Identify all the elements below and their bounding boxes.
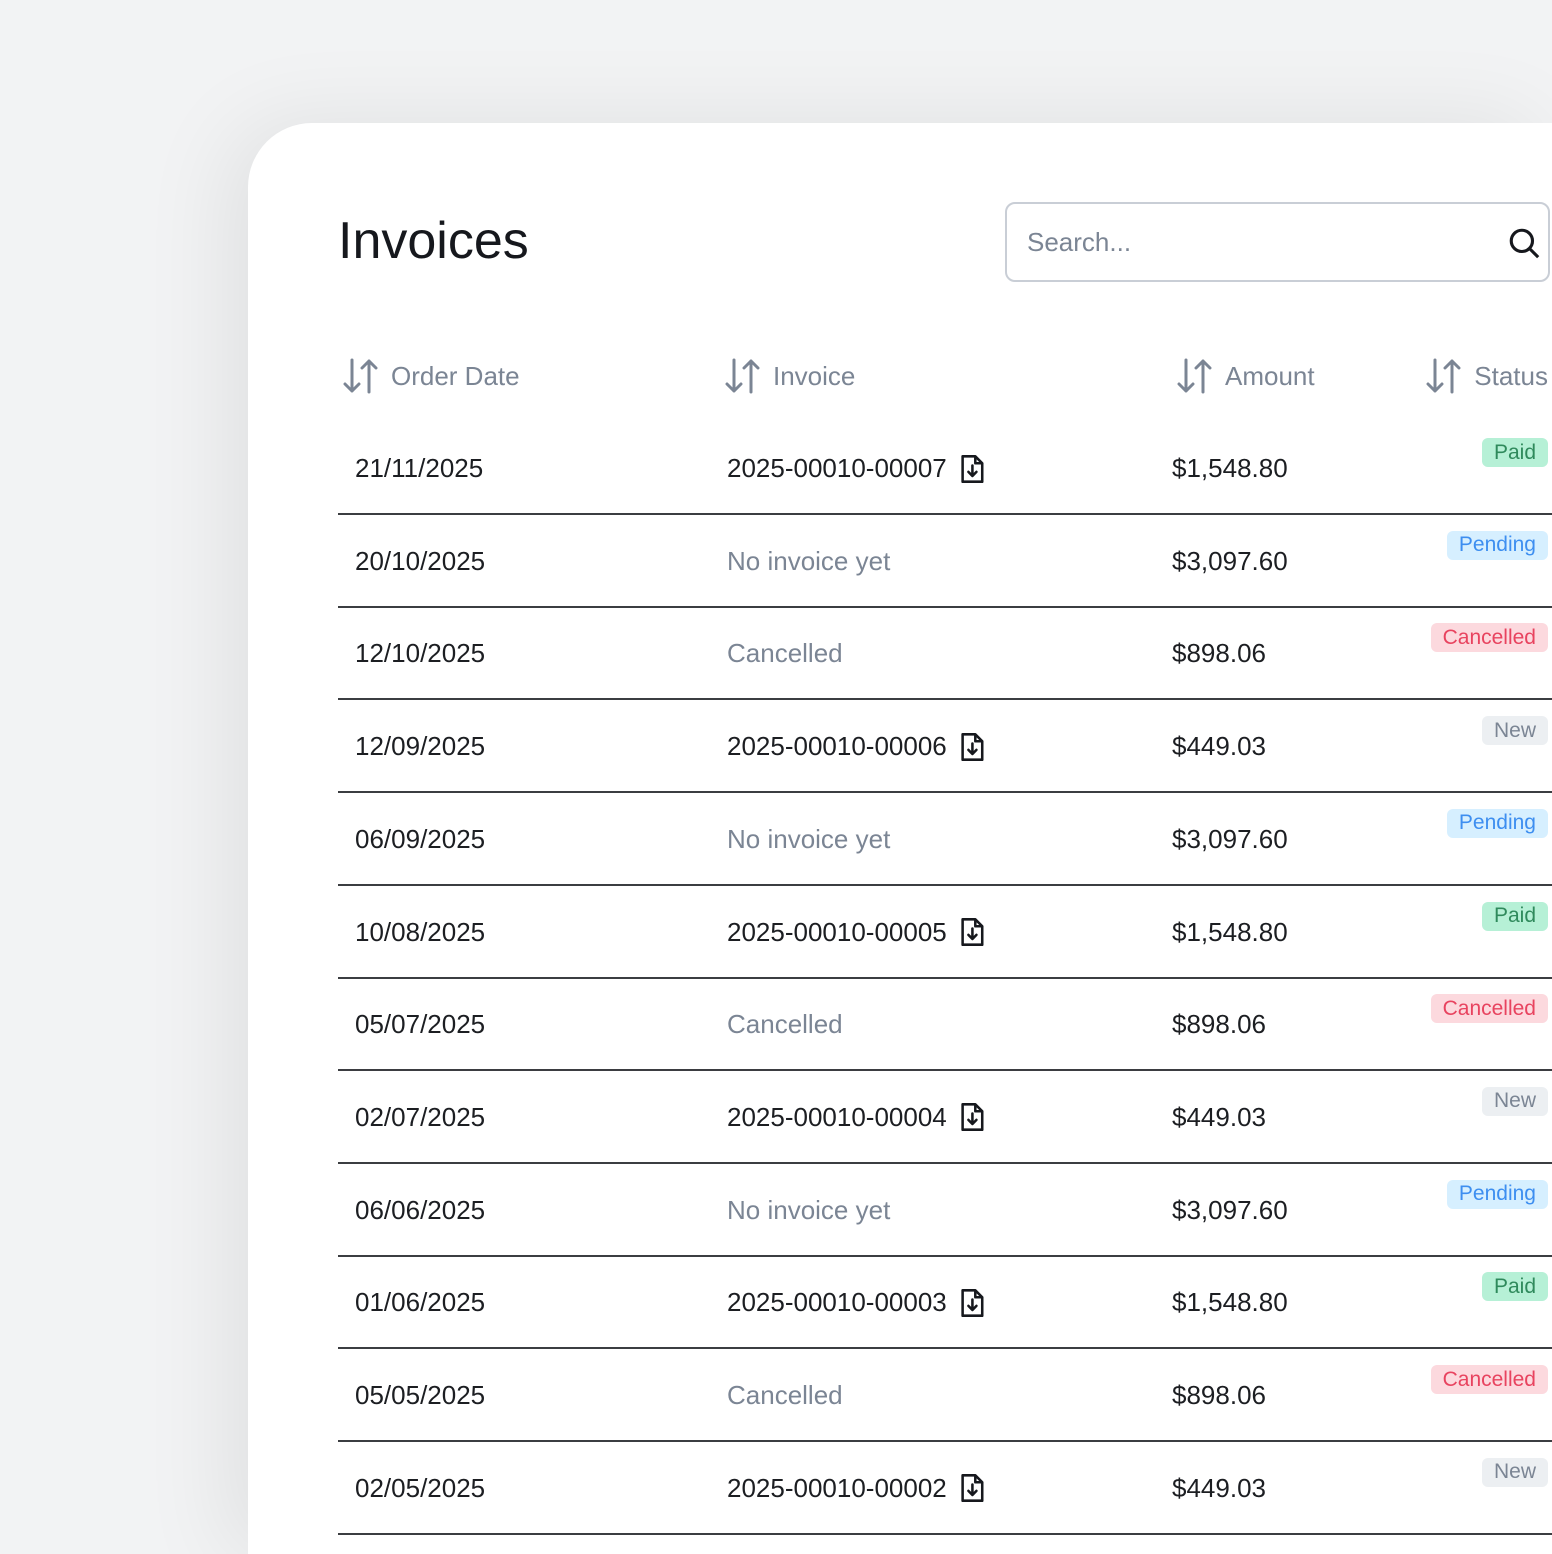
order-date: 05/07/2025 (355, 1009, 486, 1040)
status-badge: Paid (1481, 438, 1548, 467)
invoice-cell: 2025-00010-00006 (727, 700, 987, 793)
order-date: 02/05/2025 (355, 1472, 486, 1503)
status-badge: New (1481, 716, 1548, 746)
invoice-number: 2025-00010-00005 (727, 916, 947, 947)
status-badge: Paid (1481, 901, 1548, 931)
download-file-icon[interactable] (959, 1102, 987, 1132)
sort-icon (1177, 358, 1212, 394)
amount: $3,097.60 (1172, 823, 1288, 854)
status-badge: Pending (1446, 530, 1548, 560)
invoices-card: Invoices Order Date Invoice Amount Status 2… (248, 123, 1552, 1554)
order-date: 12/09/2025 (355, 731, 486, 762)
table-row: 10/08/2025 2025-00010-00005 $1,548.80 Paid (338, 886, 1552, 979)
search-input[interactable] (1027, 204, 1487, 280)
amount: $898.06 (1172, 1009, 1266, 1040)
invoice-cell: 2025-00010-00007 (727, 422, 987, 515)
sort-icon (725, 358, 760, 394)
status-badge: Cancelled (1430, 623, 1548, 653)
column-header-amount[interactable]: Amount (1177, 355, 1315, 397)
invoice-cell: 2025-00010-00003 (727, 1256, 987, 1349)
amount: $3,097.60 (1172, 545, 1288, 576)
status-badge: Pending (1446, 808, 1548, 838)
order-date: 12/10/2025 (355, 638, 486, 669)
invoice-number: 2025-00010-00004 (727, 1101, 947, 1132)
page-title: Invoices (338, 212, 529, 270)
table-row: 01/06/2025 2025-00010-00003 $1,548.80 Paid (338, 1256, 1552, 1350)
table-row: 12/09/2025 2025-00010-00006 $449.03 New (338, 700, 1552, 794)
invoice-number: Cancelled (727, 1009, 843, 1040)
amount: $3,097.60 (1172, 1194, 1288, 1225)
table-row: 05/05/2025 Cancelled $898.06 Cancelled (338, 1349, 1552, 1442)
download-file-icon[interactable] (959, 454, 987, 484)
invoice-cell: 2025-00010-00004 (727, 1071, 987, 1164)
amount: $449.03 (1172, 1101, 1266, 1132)
table-row: 06/09/2025 No invoice yet $3,097.60 Pending (338, 793, 1552, 886)
table-row: 20/10/2025 No invoice yet $3,097.60 Pending (338, 515, 1552, 608)
invoice-cell: Cancelled (727, 607, 843, 700)
invoice-cell: No invoice yet (727, 1164, 890, 1257)
sort-icon (343, 358, 378, 394)
order-date: 02/07/2025 (355, 1101, 486, 1132)
invoice-cell: No invoice yet (727, 515, 890, 608)
table-row: 02/07/2025 2025-00010-00004 $449.03 New (338, 1071, 1552, 1164)
order-date: 06/09/2025 (355, 823, 486, 854)
invoice-number: No invoice yet (727, 545, 891, 576)
amount: $898.06 (1172, 1380, 1266, 1410)
order-date: 05/05/2025 (355, 1380, 486, 1410)
order-date: 10/08/2025 (355, 916, 486, 947)
amount: $449.03 (1172, 1472, 1266, 1503)
download-file-icon[interactable] (959, 917, 987, 947)
order-date: 06/06/2025 (355, 1194, 486, 1225)
invoice-cell: No invoice yet (727, 793, 890, 886)
table-row: 21/11/2025 2025-00010-00007 $1,548.80 Paid (338, 422, 1552, 515)
status-badge: New (1481, 1457, 1548, 1487)
download-file-icon[interactable] (959, 1473, 987, 1503)
invoice-number: 2025-00010-00006 (727, 731, 947, 762)
column-header-label: Order Date (391, 360, 520, 391)
invoice-number: Cancelled (727, 638, 843, 669)
invoice-number: No invoice yet (727, 1194, 891, 1225)
search-icon[interactable] (1507, 226, 1541, 260)
column-header-label: Invoice (773, 360, 856, 391)
invoice-number: No invoice yet (727, 823, 891, 854)
sort-icon (1426, 358, 1461, 394)
amount: $1,548.80 (1172, 916, 1288, 947)
invoice-number: Cancelled (727, 1380, 843, 1410)
table-row: 12/10/2025 Cancelled $898.06 Cancelled (338, 607, 1552, 701)
amount: $449.03 (1172, 731, 1266, 762)
status-badge: Cancelled (1430, 994, 1548, 1024)
column-header-label: Amount (1225, 360, 1315, 391)
status-badge: New (1481, 1086, 1548, 1116)
order-date: 01/06/2025 (355, 1287, 486, 1318)
table-row: 05/07/2025 Cancelled $898.06 Cancelled (338, 978, 1552, 1072)
order-date: 21/11/2025 (355, 453, 484, 483)
invoice-number: 2025-00010-00003 (727, 1287, 947, 1318)
invoice-cell: Cancelled (727, 978, 843, 1071)
invoice-cell: Cancelled (727, 1349, 843, 1442)
order-date: 20/10/2025 (355, 545, 486, 576)
column-header-order-date[interactable]: Order Date (343, 355, 520, 397)
download-file-icon[interactable] (959, 732, 987, 762)
column-header-label: Status (1474, 360, 1548, 391)
status-badge: Paid (1481, 1272, 1548, 1302)
status-badge: Pending (1446, 1179, 1548, 1209)
status-badge: Cancelled (1430, 1365, 1548, 1394)
download-file-icon[interactable] (959, 1288, 987, 1318)
invoice-number: 2025-00010-00002 (727, 1472, 947, 1503)
search-box[interactable] (1005, 202, 1550, 282)
amount: $1,548.80 (1172, 1287, 1288, 1318)
table-row: 06/06/2025 No invoice yet $3,097.60 Pending (338, 1164, 1552, 1257)
column-header-status[interactable]: Status (1426, 355, 1548, 397)
table-row: 02/05/2025 2025-00010-00002 $449.03 New (338, 1442, 1552, 1535)
invoice-cell: 2025-00010-00002 (727, 1442, 987, 1535)
column-header-invoice[interactable]: Invoice (725, 355, 855, 397)
amount: $898.06 (1172, 638, 1266, 669)
amount: $1,548.80 (1172, 453, 1288, 483)
invoice-cell: 2025-00010-00005 (727, 886, 987, 979)
invoice-number: 2025-00010-00007 (727, 453, 947, 483)
